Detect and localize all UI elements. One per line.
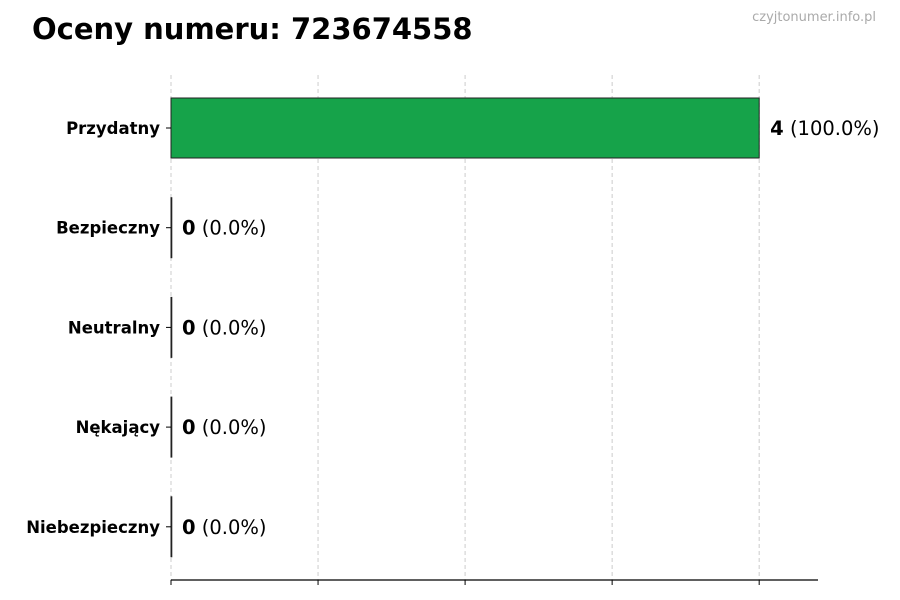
bar bbox=[170, 496, 173, 558]
data-label-percent: (0.0%) bbox=[196, 516, 267, 539]
data-label-percent: (0.0%) bbox=[196, 416, 267, 439]
category-label: Niebezpieczny bbox=[26, 518, 160, 537]
data-label-count: 0 bbox=[182, 316, 196, 339]
data-label: 0 (0.0%) bbox=[182, 516, 267, 539]
watermark: czyjtonumer.info.pl bbox=[752, 10, 876, 25]
data-label: 4 (100.0%) bbox=[770, 117, 879, 140]
category-label: Neutralny bbox=[68, 318, 160, 337]
data-label-percent: (0.0%) bbox=[196, 316, 267, 339]
bar bbox=[170, 296, 173, 358]
data-label-count: 4 bbox=[770, 117, 784, 140]
bar bbox=[170, 396, 173, 458]
data-label-count: 0 bbox=[182, 217, 196, 240]
data-label: 0 (0.0%) bbox=[182, 416, 267, 439]
category-label: Nękający bbox=[76, 418, 161, 437]
data-label-count: 0 bbox=[182, 516, 196, 539]
data-label: 0 (0.0%) bbox=[182, 217, 267, 240]
bar bbox=[170, 97, 760, 159]
data-label-percent: (0.0%) bbox=[196, 217, 267, 240]
category-label: Bezpieczny bbox=[56, 219, 160, 238]
data-label-percent: (100.0%) bbox=[784, 117, 880, 140]
data-label: 0 (0.0%) bbox=[182, 316, 267, 339]
category-label: Przydatny bbox=[66, 119, 160, 138]
chart-title: Oceny numeru: 723674558 bbox=[32, 12, 473, 46]
data-label-count: 0 bbox=[182, 416, 196, 439]
bar bbox=[170, 197, 173, 259]
